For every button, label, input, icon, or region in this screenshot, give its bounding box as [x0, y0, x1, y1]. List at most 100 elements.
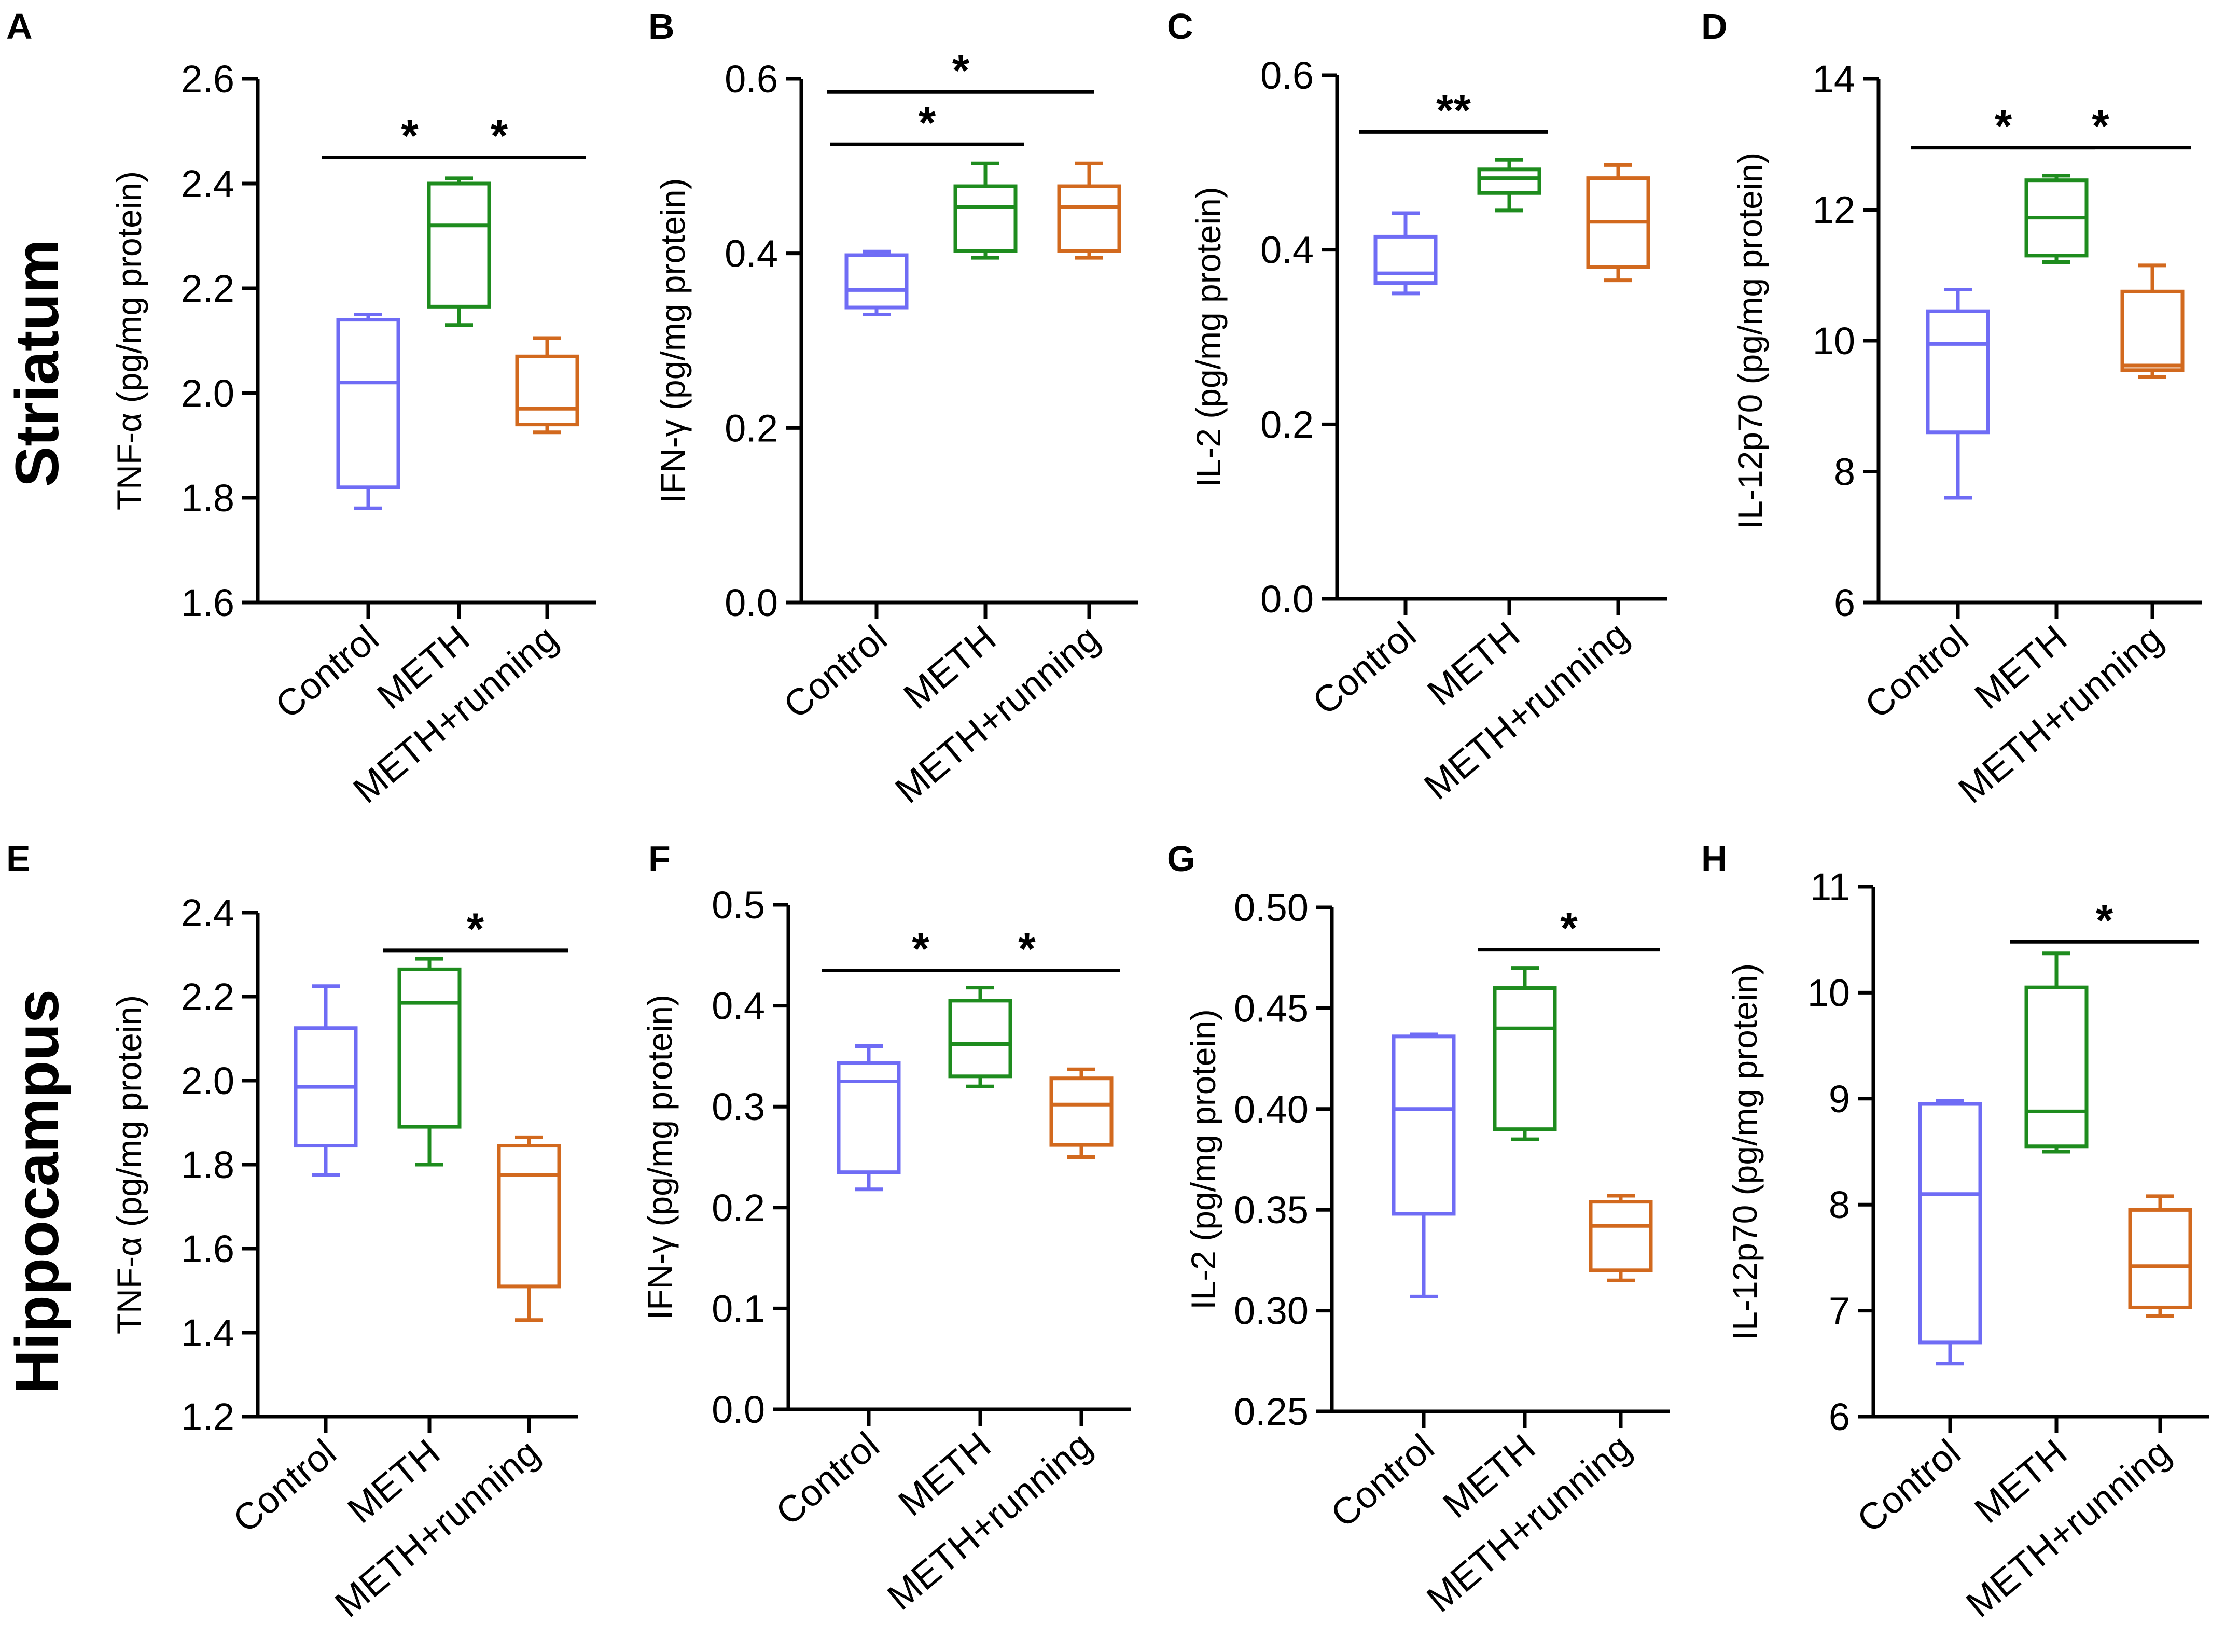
- panel-label: G: [1167, 838, 1195, 879]
- iqr-box: [1373, 234, 1438, 285]
- y-tick-label: 9: [1829, 1077, 1850, 1121]
- y-tick-label: 0.5: [712, 884, 765, 927]
- y-axis-title: IL-12p70 (pg/mg protein): [1731, 152, 1769, 529]
- box-meth: [1477, 158, 1541, 213]
- box-control: [1926, 288, 1990, 500]
- y-tick-label: 1.2: [181, 1395, 234, 1438]
- y-tick-label: 0.40: [1234, 1088, 1309, 1131]
- y-tick-label: 0.45: [1234, 987, 1309, 1030]
- x-tick-label: Control: [776, 618, 895, 726]
- x-tick-label: Control: [1305, 614, 1424, 723]
- y-tick-label: 0.6: [725, 58, 778, 101]
- y-axis-title: TNF-α (pg/mg protein): [110, 995, 148, 1334]
- box-control: [837, 1044, 901, 1192]
- box-meth: [1493, 966, 1557, 1141]
- x-tick-label: Control: [225, 1432, 344, 1541]
- box-meth-running: [515, 336, 579, 435]
- iqr-box: [1392, 1034, 1456, 1216]
- y-axis-title: IL-2 (pg/mg protein): [1184, 1009, 1222, 1310]
- panel-a: A 1.6 1.8 2.0 2.2 2.4 2.6 TNF-α (pg/mg protein)…: [6, 6, 596, 811]
- y-tick-label: 11: [1810, 865, 1850, 908]
- box-meth-running: [1589, 1194, 1653, 1282]
- y-tick-label: 0.2: [712, 1186, 765, 1229]
- x-tick-label: Control: [1323, 1426, 1442, 1535]
- panels: A 1.6 1.8 2.0 2.2 2.4 2.6 TNF-α (pg/mg protein)…: [6, 6, 2209, 1626]
- y-tick-label: 0.6: [1260, 54, 1314, 97]
- significance-marker: *: [2096, 895, 2113, 945]
- y-tick-label: 0.4: [1260, 229, 1314, 272]
- y-tick-label: 1.8: [181, 477, 234, 520]
- iqr-box: [515, 354, 579, 427]
- y-axis-title: IL-2 (pg/mg protein): [1189, 187, 1228, 487]
- panel-label: B: [648, 6, 675, 47]
- y-tick-label: 12: [1813, 189, 1855, 232]
- y-tick-label: 1.6: [181, 1227, 234, 1270]
- y-tick-label: 0.0: [725, 581, 778, 624]
- iqr-box: [2120, 289, 2185, 372]
- iqr-box: [1589, 1200, 1653, 1272]
- y-tick-label: 0.35: [1234, 1188, 1309, 1231]
- box-meth: [953, 161, 1018, 260]
- iqr-box: [1926, 309, 1990, 435]
- iqr-box: [336, 318, 400, 489]
- y-axis-title: TNF-α (pg/mg protein): [110, 171, 148, 510]
- panel-d: D 6 8 10 12 14 IL-12p70 (pg/mg protein) Control…: [1701, 6, 2202, 811]
- panel-label: H: [1701, 838, 1728, 879]
- y-tick-label: 1.8: [181, 1143, 234, 1186]
- box-control: [336, 313, 400, 510]
- y-tick-label: 0.4: [725, 232, 778, 275]
- y-tick-label: 0.2: [1260, 403, 1314, 446]
- y-tick-label: 2.4: [181, 162, 234, 205]
- y-tick-label: 6: [1829, 1395, 1850, 1438]
- significance-marker: *: [1018, 924, 1036, 974]
- x-tick-label: Control: [268, 618, 386, 726]
- significance-marker: **: [1436, 86, 1471, 135]
- iqr-box: [2128, 1208, 2192, 1309]
- panel-e: E 1.2 1.4 1.6 1.8 2.0 2.2 2.4 TNF-α (pg/mg prote…: [6, 838, 578, 1626]
- y-tick-label: 0.4: [712, 985, 765, 1028]
- y-tick-label: 2.4: [181, 891, 234, 934]
- panel-label: F: [648, 838, 671, 879]
- box-meth: [2024, 174, 2089, 264]
- significance-marker: *: [952, 46, 970, 95]
- y-tick-label: 0.25: [1234, 1390, 1309, 1433]
- significance-marker: *: [1560, 904, 1578, 954]
- y-tick-label: 6: [1834, 581, 1855, 624]
- box-meth-running: [497, 1135, 561, 1322]
- y-tick-label: 14: [1813, 58, 1855, 101]
- iqr-box: [497, 1144, 561, 1289]
- row-label-hippocampus: Hippocampus: [3, 989, 72, 1394]
- panel-b: B 0.0 0.2 0.4 0.6 IFN-γ (pg/mg protein) Contro…: [648, 6, 1138, 811]
- y-tick-label: 2.0: [181, 372, 234, 415]
- box-meth-running: [1057, 161, 1121, 260]
- box-control: [844, 249, 909, 316]
- y-tick-label: 8: [1829, 1183, 1850, 1226]
- y-tick-label: 2.2: [181, 267, 234, 310]
- box-control: [1918, 1099, 1982, 1366]
- y-axis-title: IFN-γ (pg/mg protein): [641, 995, 679, 1320]
- panel-label: C: [1167, 6, 1193, 47]
- significance-marker: *: [491, 111, 508, 161]
- y-tick-label: 2.0: [181, 1059, 234, 1102]
- y-tick-label: 1.6: [181, 581, 234, 624]
- y-tick-label: 0.2: [725, 407, 778, 450]
- box-meth-running: [1586, 163, 1650, 283]
- x-tick-label: Control: [1849, 1432, 1968, 1541]
- row-label-striatum: Striatum: [3, 239, 72, 487]
- iqr-box: [953, 184, 1018, 253]
- iqr-box: [397, 967, 462, 1129]
- panel-label: D: [1701, 6, 1728, 47]
- panel-label: A: [6, 6, 33, 47]
- box-meth: [2024, 951, 2089, 1154]
- significance-marker: *: [1995, 102, 2012, 151]
- y-tick-label: 0.0: [1260, 578, 1314, 621]
- significance-marker: *: [912, 924, 929, 974]
- x-tick-label: Control: [1857, 618, 1976, 726]
- y-tick-label: 1.4: [181, 1311, 234, 1354]
- significance-marker: *: [401, 111, 419, 161]
- box-meth-running: [1049, 1067, 1114, 1159]
- box-meth-running: [2120, 263, 2185, 379]
- y-tick-label: 7: [1829, 1290, 1850, 1333]
- panel-c: C 0.0 0.2 0.4 0.6 IL-2 (pg/mg protein) Control…: [1167, 6, 1667, 808]
